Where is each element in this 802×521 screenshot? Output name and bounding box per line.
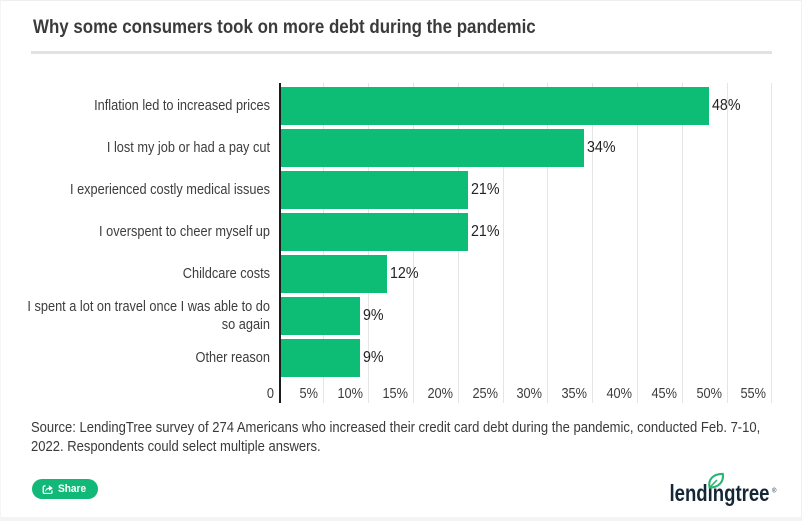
svg-text:®: ® (772, 488, 777, 495)
